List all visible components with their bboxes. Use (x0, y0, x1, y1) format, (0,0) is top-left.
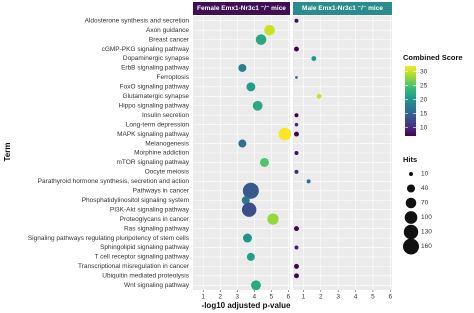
y-tick-label: Dopaminergic synapse (123, 55, 190, 62)
legend-title: Combined Score (403, 53, 463, 62)
dot (252, 100, 263, 111)
dot (238, 139, 247, 148)
y-tick-label: Sphingolipid signaling pathway (100, 244, 190, 251)
facet-strip (193, 2, 290, 15)
facet-title: Female Emx1-Nr3c1 ⁻/⁻ mice (197, 5, 286, 12)
colorbar-label: 20 (420, 96, 428, 103)
colorbar (405, 66, 416, 136)
x-tick-label: 5 (269, 294, 273, 301)
y-tick-label: Oocyte meiosis (145, 169, 190, 176)
dot (294, 169, 299, 174)
dot (264, 24, 275, 36)
legend-label: 40 (421, 185, 429, 192)
dot (267, 213, 279, 225)
y-tick-label: Breast cancer (149, 36, 190, 43)
dot (316, 93, 322, 99)
dot (278, 127, 292, 141)
facet-strip (293, 2, 392, 15)
legend-label: 100 (421, 214, 432, 221)
colorbar-label: 10 (420, 124, 428, 131)
dot (260, 157, 269, 167)
x-tick-label: 6 (388, 294, 392, 301)
dot (242, 182, 259, 199)
y-tick-label: Phosphatidylinositol signaling system (82, 197, 189, 204)
y-tick-label: Transcriptional misregulation in cancer (78, 263, 190, 270)
dot (294, 273, 299, 279)
dot (294, 245, 299, 250)
legend-label: 70 (421, 200, 429, 207)
legend-label: 160 (421, 243, 432, 250)
x-tick-label: 1 (201, 294, 205, 301)
legend-title: Hits (403, 155, 417, 164)
dot (246, 252, 255, 261)
legend-dot (403, 224, 419, 240)
legend-dot (404, 211, 418, 224)
colorbar-label: 15 (420, 110, 428, 117)
y-tick-label: Ferroptosis (156, 74, 189, 81)
dot (238, 63, 247, 72)
y-tick-label: Glutamatergic synapse (123, 93, 190, 100)
y-tick-label: Proteoglycans in cancer (120, 216, 190, 223)
dot (306, 179, 311, 184)
y-tick-label: mTOR signaling pathway (117, 159, 190, 166)
dot (295, 75, 298, 79)
legend-dot (405, 197, 417, 209)
y-tick-label: Long-term depression (126, 121, 190, 128)
y-tick-label: Morphine addiction (134, 150, 189, 157)
x-tick-label: 2 (319, 294, 323, 301)
legend-label: 130 (421, 229, 432, 236)
y-tick-label: Melanogenesis (145, 140, 189, 147)
x-tick-label: 1 (302, 294, 306, 301)
dot (294, 226, 299, 232)
y-tick-label: FoxO signaling pathway (120, 84, 190, 91)
y-tick-label: Aldosterone synthesis and secretion (85, 17, 190, 24)
dot (241, 202, 257, 217)
y-tick-label: Pathways in cancer (133, 188, 190, 195)
facet-title: Male Emx1-Nr3c1 ⁻/⁻ mice (302, 5, 383, 12)
x-tick-label: 4 (354, 294, 358, 301)
y-tick-label: ErbB signaling pathway (121, 65, 190, 72)
y-tick-label: cGMP-PKG signaling pathway (102, 46, 190, 53)
colorbar-label: 25 (420, 82, 428, 89)
legend-dot (403, 238, 419, 255)
dot (294, 18, 299, 23)
y-tick-label: Hippo signaling pathway (119, 102, 190, 109)
y-tick-label: Axon guidance (146, 27, 189, 34)
dot (255, 34, 267, 45)
y-tick-label: Ras signaling pathway (124, 225, 190, 232)
dot (294, 122, 299, 127)
legend-dot (409, 172, 413, 176)
x-tick-label: 3 (235, 294, 239, 301)
dot (294, 46, 299, 52)
x-tick-label: 3 (336, 294, 340, 301)
colorbar-label: 30 (420, 68, 428, 75)
y-tick-label: Signaling pathways regulating pluripoten… (28, 235, 190, 242)
y-tick-label: Insulin secretion (142, 112, 189, 119)
y-tick-label: MAPK signaling pathway (117, 131, 190, 138)
y-tick-label: Wnt signaling pathway (124, 282, 190, 289)
y-tick-label: Ubiquitin mediated proteolysis (102, 273, 189, 280)
x-tick-label: 6 (286, 294, 290, 301)
dot (294, 263, 299, 269)
dot (251, 280, 261, 291)
dot (242, 233, 252, 243)
y-tick-label: Parathyroid hormone synthesis, secretion… (38, 178, 190, 185)
dot (294, 113, 299, 118)
dot (294, 151, 299, 155)
legend-label: 10 (421, 171, 429, 178)
dot (246, 82, 256, 92)
legend-dot (407, 184, 415, 193)
x-axis-label: -log10 adjusted p-value (202, 301, 291, 310)
dot (294, 131, 299, 137)
y-tick-label: PI3K-Akt signaling pathway (110, 206, 190, 213)
x-tick-label: 5 (371, 294, 375, 301)
y-tick-label: T cell receptor signaling pathway (94, 254, 189, 261)
x-tick-label: 4 (252, 294, 256, 301)
y-axis-label: Term (3, 143, 12, 162)
dot (311, 56, 317, 61)
dot (241, 196, 250, 205)
x-tick-label: 2 (218, 294, 222, 301)
